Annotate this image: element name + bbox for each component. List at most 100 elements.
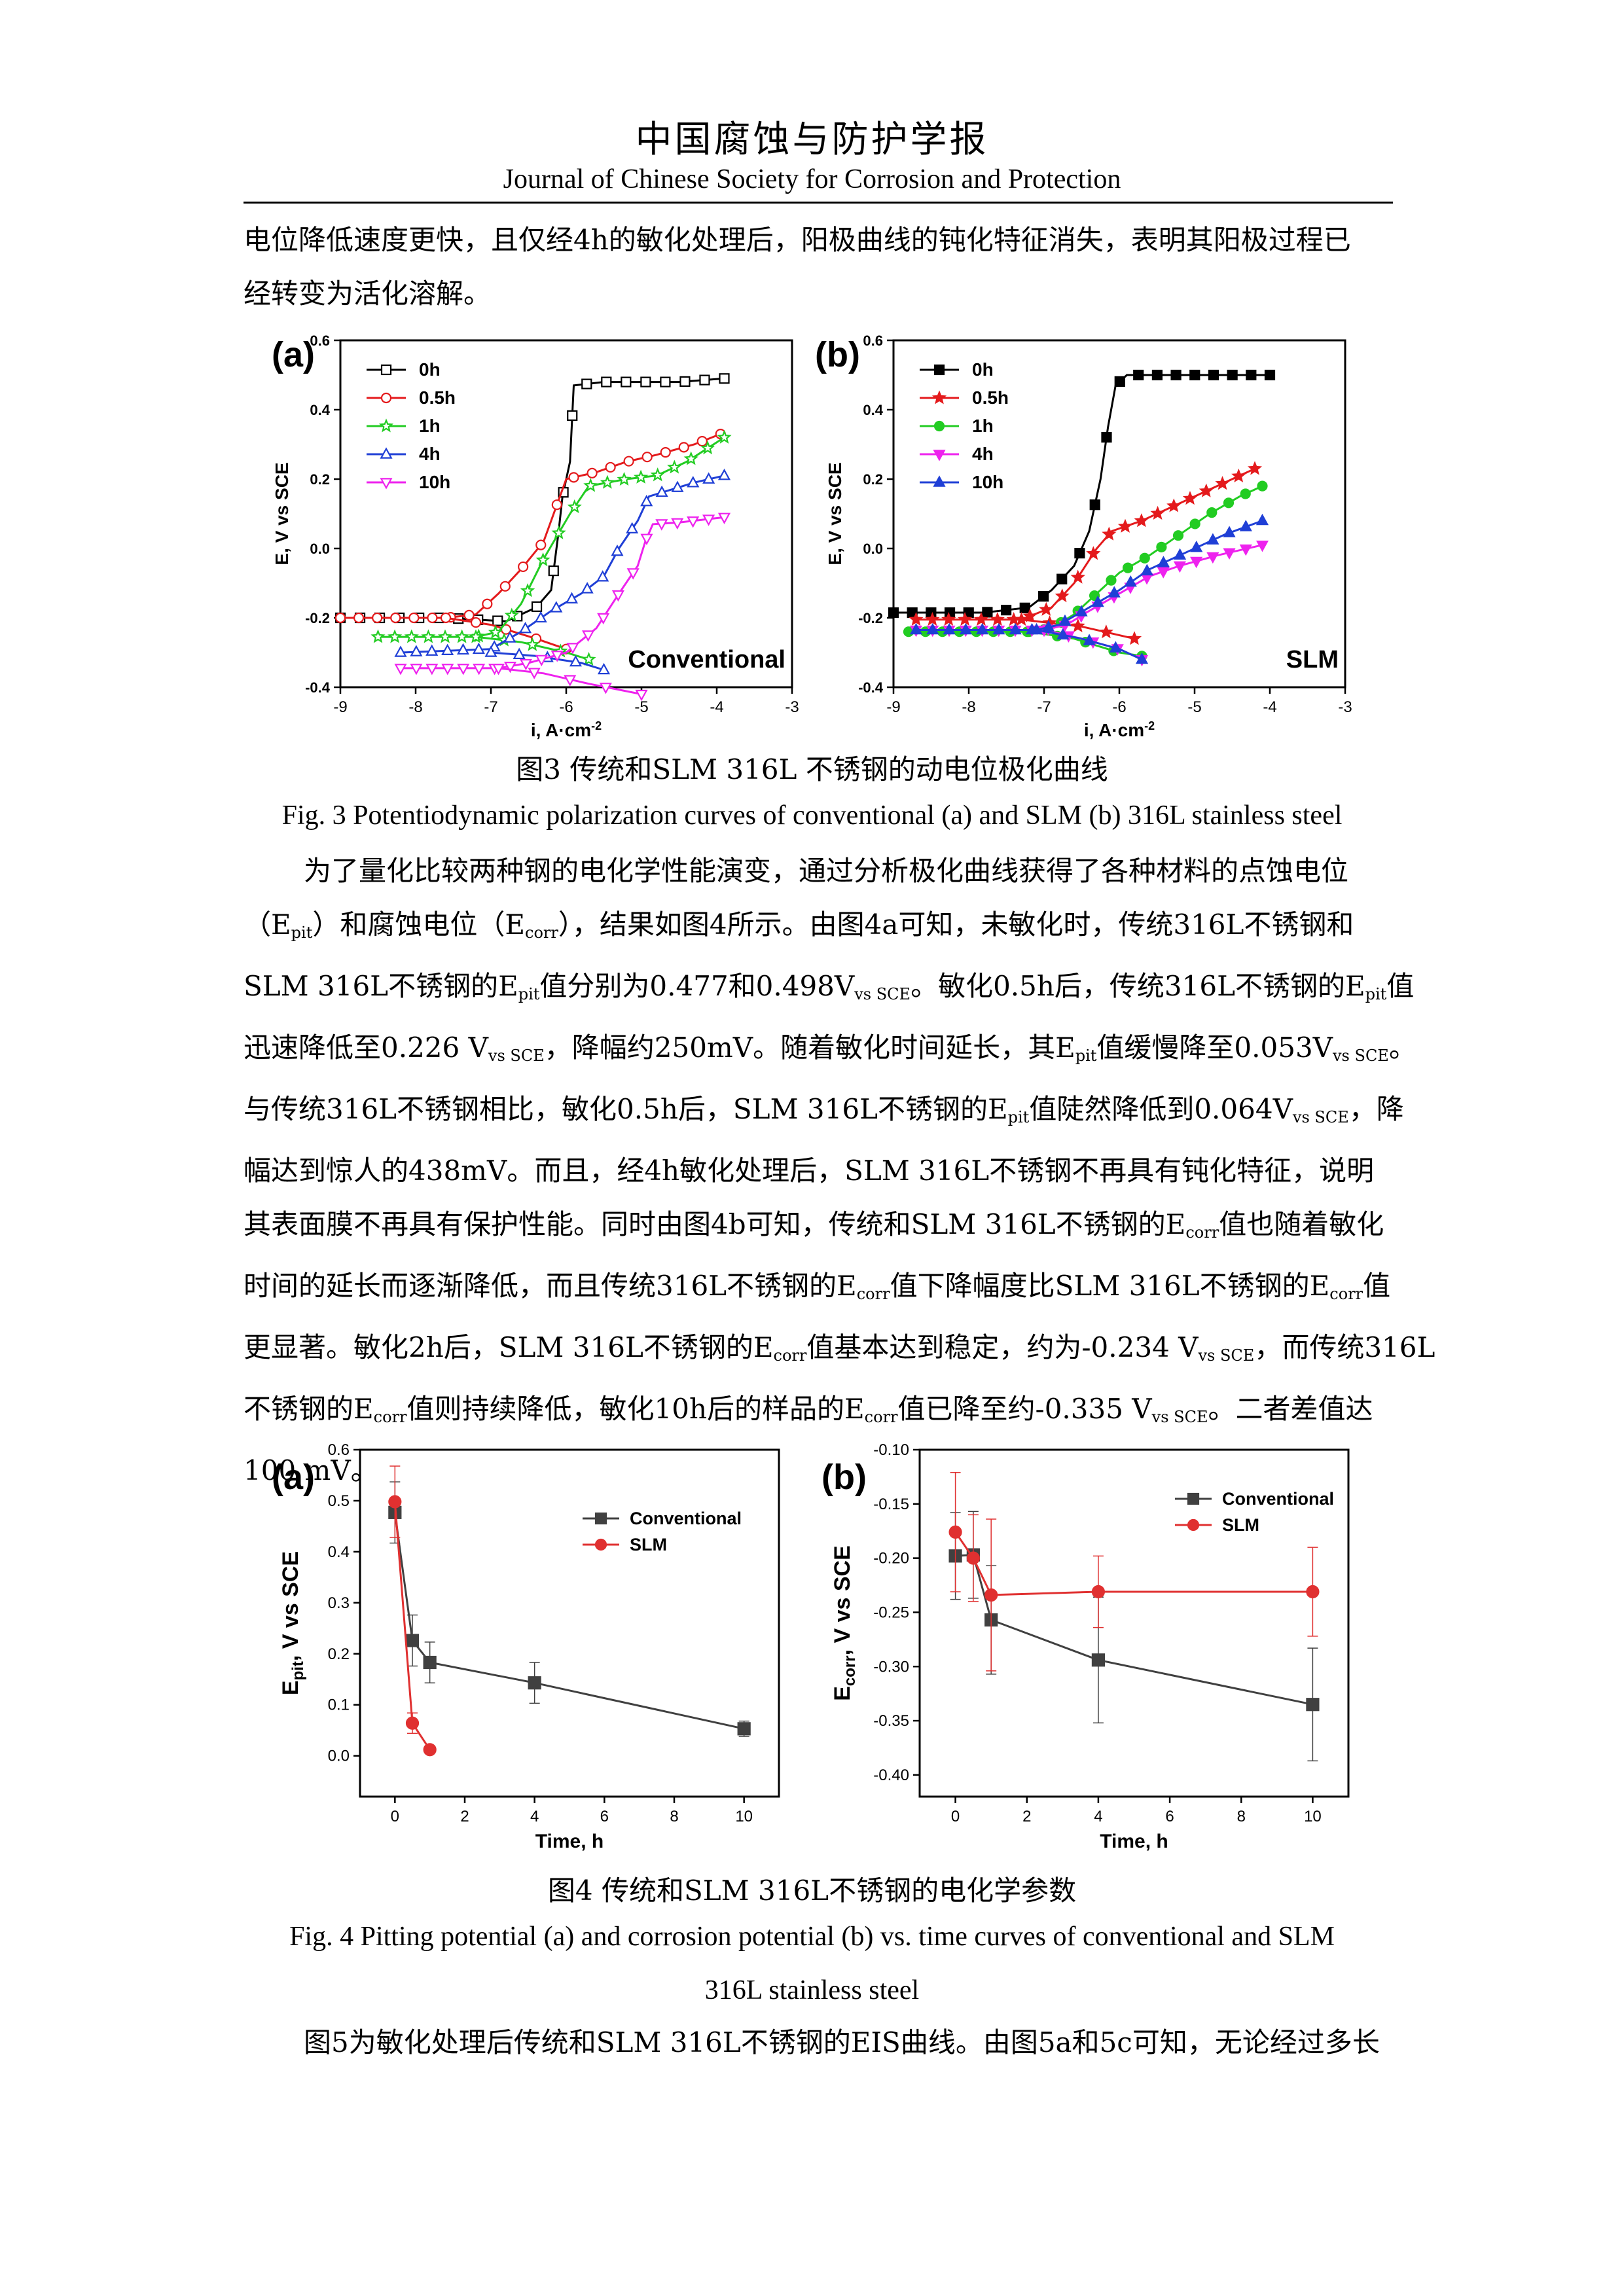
body-paragraph-2: 图5为敏化处理后传统和SLM 316L不锈钢的EIS曲线。由图5a和5c可知，无…	[244, 2016, 1386, 2070]
x-axis-label: i, A·cm-2	[1084, 719, 1155, 740]
text-line: 迅速降低至0.226 Vvs SCE，降幅约250mV。随着敏化时间延长，其Ep…	[244, 1021, 1416, 1083]
y-tick-label: -0.10	[873, 1441, 909, 1459]
legend-marker	[380, 478, 393, 490]
legend-marker	[933, 364, 945, 376]
data-point	[394, 645, 407, 657]
y-axis-label-sub: corr	[841, 1655, 859, 1686]
data-point	[1139, 552, 1150, 564]
legend-marker	[380, 392, 392, 404]
data-point	[1166, 498, 1182, 512]
subscript: vs SCE	[1292, 1108, 1349, 1126]
y-tick-label: 0.5	[328, 1492, 350, 1510]
text-line: （Epit）和腐蚀电位（Ecorr），结果如图4所示。由图4a可知，未敏化时，传…	[244, 898, 1386, 960]
text-line: 与传统316L不锈钢相比，敏化0.5h后，SLM 316L不锈钢的Epit值陡然…	[244, 1083, 1404, 1144]
data-point	[519, 621, 532, 634]
data-point	[959, 622, 972, 635]
data-point	[990, 611, 1005, 626]
data-point	[531, 601, 543, 612]
legend-marker	[594, 1538, 607, 1551]
data-point	[1240, 488, 1251, 499]
text-line: 经转变为活化溶解。	[244, 278, 492, 310]
text: 值则持续降低，敏化10h后的样品的E	[406, 1393, 865, 1425]
data-point	[1206, 507, 1218, 518]
subscript: vs SCE	[1198, 1346, 1255, 1365]
data-point	[1156, 541, 1167, 552]
data-point	[454, 629, 469, 643]
y-axis-label: Ecorr, V vs SCE	[830, 1545, 859, 1701]
subscript: corr	[773, 1346, 807, 1365]
fig3b-chart: -9 -8 -7 -6 -5 -4 -3 -0.4 -0.2 0.0 0.2 0.4 0.6 i, A·c…	[815, 332, 1352, 740]
data-point	[626, 568, 640, 580]
y-axis-label: E, V vs SCE	[825, 462, 845, 565]
panel-label: (b)	[821, 1458, 867, 1497]
x-tick-label: 10	[735, 1808, 753, 1825]
fig4a-chart: 0 2 4 6 8 10 0.0 0.1 0.2 0.3 0.4 0.5 0.6 Time, h Epit,…	[272, 1441, 780, 1852]
data-point	[1174, 548, 1187, 560]
data-point	[1223, 526, 1236, 537]
x-tick-label: 2	[460, 1808, 469, 1825]
legend-label: 0h	[972, 359, 994, 380]
data-point	[1189, 518, 1200, 529]
text-line: 其表面膜不再具有保护性能。同时由图4b可知，传统和SLM 316L不锈钢的Eco…	[244, 1198, 1386, 1259]
x-tick-label: -4	[1263, 698, 1276, 716]
x-tick-label: 0	[951, 1808, 960, 1825]
data-point	[427, 612, 438, 624]
legend-label: 4h	[419, 444, 441, 464]
data-point	[1039, 601, 1054, 616]
x-tick-label: 10	[1304, 1808, 1322, 1825]
legend-marker	[378, 418, 394, 433]
series-0.5h	[909, 461, 1263, 645]
data-point	[992, 622, 1005, 635]
data-point	[463, 609, 475, 620]
legend-marker	[1187, 1518, 1200, 1532]
data-point	[640, 376, 651, 387]
data-point	[1215, 476, 1230, 490]
data-point	[1140, 564, 1153, 576]
data-point	[388, 1495, 402, 1509]
series-1h	[370, 429, 732, 666]
cathodic-branch	[490, 651, 604, 671]
text-line: SLM 316L不锈钢的Epit值分别为0.477和0.498Vvs SCE。敏…	[244, 960, 1414, 1021]
data-point	[909, 612, 924, 626]
y-tick-label: -0.4	[858, 679, 884, 696]
data-point	[617, 472, 632, 486]
data-point	[513, 647, 526, 660]
x-tick-label: -6	[1112, 698, 1126, 716]
data-point	[1102, 526, 1117, 541]
data-point	[410, 645, 423, 656]
legend-marker	[594, 1512, 607, 1525]
subscript: vs SCE	[488, 1047, 545, 1065]
data-point	[909, 622, 923, 635]
data-point	[679, 376, 691, 387]
y-tick-label: -0.4	[305, 679, 331, 696]
data-point	[596, 570, 609, 582]
data-point	[702, 472, 715, 484]
text: 。二者差值达	[1208, 1393, 1373, 1425]
x-tick-label: 4	[1094, 1808, 1102, 1825]
text: 更显著。敏化2h后，SLM 316L不锈钢的E	[244, 1331, 774, 1363]
legend-label: 10h	[972, 472, 1003, 492]
fig3-caption-en: Fig. 3 Potentiodynamic polarization curv…	[281, 800, 1343, 831]
data-point	[565, 592, 579, 603]
panel-annotation: SLM	[1286, 646, 1339, 673]
text: SLM 316L不锈钢的E	[244, 970, 518, 1002]
y-axis-label-sub: pit	[289, 1661, 307, 1680]
data-point	[534, 611, 547, 623]
data-point	[1106, 575, 1117, 586]
panel-label: (b)	[815, 335, 860, 374]
data-point	[683, 451, 698, 465]
data-point	[641, 452, 653, 463]
x-tick-label: -8	[408, 698, 422, 716]
data-point	[1231, 468, 1246, 482]
data-point	[581, 630, 595, 642]
subscript: vs SCE	[1151, 1408, 1208, 1426]
text: 值已降至约-0.335 V	[897, 1393, 1152, 1425]
x-tick-label: 6	[600, 1808, 609, 1825]
cathodic-branch	[1036, 629, 1143, 660]
y-tick-label: 0.3	[328, 1594, 350, 1612]
data-point	[948, 1525, 962, 1539]
y-tick-label: 0.4	[863, 402, 883, 418]
legend-label: 0.5h	[972, 387, 1009, 408]
x-axis-label: i, A·cm-2	[531, 719, 602, 740]
data-point	[437, 629, 453, 643]
